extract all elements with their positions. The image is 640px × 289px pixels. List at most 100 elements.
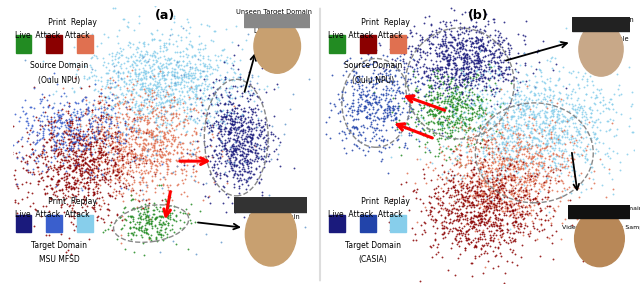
Point: [211, 93, 221, 98]
Point: [189, 173, 200, 178]
Point: [86, 173, 97, 177]
Point: [112, 236, 122, 241]
Point: [70, 150, 81, 155]
Point: [478, 199, 488, 203]
Point: [131, 226, 141, 231]
Point: [152, 229, 163, 234]
Point: [548, 151, 558, 155]
Point: [360, 105, 370, 110]
Point: [213, 86, 223, 91]
Point: [118, 84, 129, 88]
Point: [136, 108, 146, 113]
Point: [479, 221, 489, 226]
Point: [135, 118, 145, 123]
Point: [92, 214, 102, 219]
Point: [243, 99, 253, 103]
Point: [504, 163, 514, 168]
Point: [474, 39, 484, 44]
Point: [452, 41, 462, 45]
Point: [462, 197, 472, 202]
Point: [598, 141, 608, 145]
Point: [417, 76, 427, 81]
Point: [179, 167, 189, 172]
Point: [451, 90, 461, 95]
Point: [481, 80, 491, 85]
Point: [451, 87, 461, 92]
Point: [476, 191, 486, 196]
Point: [256, 132, 266, 136]
Point: [486, 112, 496, 117]
Point: [509, 223, 519, 228]
Point: [479, 234, 489, 238]
Point: [411, 62, 421, 66]
Point: [381, 128, 391, 132]
Point: [367, 92, 377, 97]
Point: [527, 143, 537, 147]
Point: [468, 75, 479, 80]
Point: [491, 140, 501, 144]
Point: [547, 233, 557, 238]
Point: [220, 140, 230, 145]
Point: [184, 88, 195, 92]
Point: [486, 140, 496, 144]
Point: [497, 124, 507, 128]
Point: [176, 131, 186, 136]
Point: [147, 131, 157, 136]
Point: [80, 198, 90, 203]
Point: [37, 96, 47, 101]
Point: [437, 48, 447, 53]
Point: [472, 120, 482, 125]
Point: [463, 200, 473, 205]
Point: [502, 136, 513, 140]
Point: [571, 114, 581, 119]
Point: [480, 154, 490, 158]
Point: [98, 140, 108, 145]
Point: [138, 169, 148, 173]
Point: [452, 42, 463, 47]
Point: [232, 67, 243, 71]
Point: [220, 142, 230, 147]
Point: [117, 91, 127, 96]
Point: [152, 79, 163, 84]
Point: [99, 32, 109, 36]
Point: [118, 158, 128, 162]
Point: [133, 104, 143, 108]
Point: [522, 106, 532, 111]
Point: [495, 116, 505, 120]
Point: [138, 55, 148, 60]
Point: [81, 154, 92, 159]
Point: [78, 142, 88, 147]
Point: [551, 133, 561, 137]
Point: [531, 200, 541, 205]
Point: [106, 163, 116, 168]
Point: [195, 73, 205, 78]
Point: [137, 171, 147, 175]
Point: [339, 103, 349, 108]
Point: [575, 121, 585, 126]
Point: [154, 125, 164, 129]
Point: [606, 97, 616, 101]
Point: [93, 114, 103, 119]
Point: [481, 122, 492, 127]
Point: [443, 59, 453, 64]
Point: [152, 94, 163, 99]
Point: [551, 136, 561, 141]
Point: [113, 73, 124, 78]
Point: [195, 75, 205, 79]
Point: [490, 191, 500, 196]
Point: [584, 176, 595, 181]
Point: [22, 190, 33, 195]
Point: [563, 92, 573, 97]
Point: [471, 146, 481, 150]
Point: [437, 231, 447, 236]
Point: [476, 104, 486, 108]
Point: [430, 217, 440, 222]
Point: [150, 116, 161, 120]
Point: [480, 75, 490, 80]
Point: [454, 46, 465, 51]
Point: [80, 95, 90, 99]
Point: [533, 143, 543, 147]
Point: [460, 216, 470, 221]
Point: [511, 168, 521, 173]
Point: [454, 90, 464, 95]
